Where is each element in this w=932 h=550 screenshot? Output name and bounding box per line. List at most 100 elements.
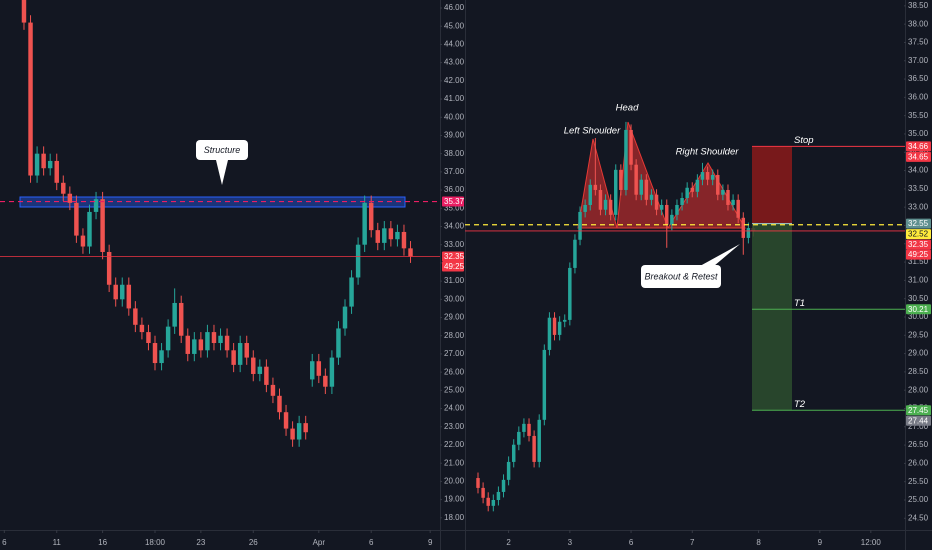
candle-body — [736, 199, 740, 218]
target-label: T1 — [794, 298, 805, 309]
candle-body — [41, 153, 46, 169]
candle-body — [21, 0, 27, 23]
x-tick-label: 3 — [568, 538, 573, 547]
y-tick-label: 21.00 — [444, 458, 465, 467]
y-tick-label: 34.00 — [444, 222, 465, 231]
candle-body — [355, 244, 361, 278]
candle-body — [264, 366, 269, 385]
y-tick-label: 30.00 — [908, 312, 929, 321]
candle-body — [665, 204, 669, 225]
y-tick-label: 38.00 — [908, 19, 929, 28]
y-tick-label: 20.00 — [444, 476, 465, 485]
y-tick-label: 25.00 — [444, 385, 465, 394]
x-tick-label: Apr — [313, 538, 326, 547]
y-tick-label: 24.00 — [444, 404, 465, 413]
candle-body — [562, 319, 567, 322]
candle-body — [527, 423, 531, 436]
y-tick-label: 30.50 — [908, 294, 929, 303]
y-tick-label: 35.00 — [444, 203, 465, 212]
candle-body — [211, 332, 217, 344]
candle-body — [705, 172, 710, 180]
candle-body — [654, 194, 659, 210]
candle-body — [731, 199, 735, 205]
candle-body — [537, 419, 541, 462]
price-tag-label: 32.55 — [908, 219, 929, 228]
candle-body — [349, 277, 354, 307]
candle-body — [496, 491, 501, 500]
candle-body — [198, 339, 204, 351]
y-tick-label: 33.50 — [908, 184, 929, 193]
candle-body — [100, 199, 105, 252]
y-tick-label: 36.00 — [908, 92, 929, 101]
y-tick-label: 43.00 — [444, 58, 465, 67]
candle-body — [670, 214, 674, 225]
y-tick-label: 31.00 — [444, 276, 465, 285]
y-tick-label: 22.00 — [444, 440, 465, 449]
x-tick-label: 7 — [690, 538, 695, 547]
candle-body — [382, 228, 387, 243]
y-tick-label: 46.00 — [444, 3, 465, 12]
candle-body — [578, 211, 582, 240]
y-tick-label: 25.50 — [908, 477, 929, 486]
y-tick-label: 27.00 — [908, 422, 929, 431]
candle-body — [388, 228, 394, 240]
y-tick-label: 28.50 — [908, 367, 929, 376]
candle-body — [588, 184, 592, 205]
candle-body — [603, 199, 608, 210]
candle-body — [542, 349, 547, 420]
candle-body — [639, 179, 643, 195]
candle-body — [54, 160, 59, 183]
candle-body — [675, 204, 679, 215]
price-tag — [442, 196, 464, 207]
x-tick-label: 6 — [2, 538, 7, 547]
candle-body — [224, 335, 230, 351]
price-tag-label: 49:25 — [908, 250, 929, 259]
candle-body — [568, 267, 572, 320]
candle-body — [87, 211, 92, 247]
y-tick-label: 38.50 — [908, 1, 929, 10]
y-tick-label: 26.00 — [908, 458, 929, 467]
price-tag-label: 35.37 — [444, 197, 465, 206]
y-tick-label: 19.00 — [444, 495, 465, 504]
y-tick-label: 30.00 — [444, 294, 465, 303]
y-tick-label: 26.50 — [908, 440, 929, 449]
y-tick-label: 33.00 — [908, 202, 929, 211]
candle-body — [710, 174, 715, 180]
candle-body — [401, 231, 407, 249]
x-tick-label: 6 — [629, 538, 634, 547]
candle-body — [165, 326, 171, 351]
stop-zone — [752, 146, 792, 224]
price-tag — [906, 141, 931, 152]
y-tick-label: 28.00 — [908, 385, 929, 394]
y-tick-label: 44.00 — [444, 40, 465, 49]
price-tag-label: 32.35 — [444, 252, 465, 261]
candle-body — [185, 335, 190, 354]
candle-body — [583, 204, 587, 212]
candle-body — [476, 478, 480, 488]
price-tag — [906, 239, 931, 250]
y-tick-label: 18.00 — [444, 513, 465, 522]
price-tag — [906, 415, 931, 426]
x-tick-label: 9 — [428, 538, 433, 547]
candle-body — [106, 251, 112, 285]
y-tick-label: 24.50 — [908, 513, 929, 522]
right-panel — [476, 121, 756, 512]
x-tick-label: 6 — [369, 538, 374, 547]
candle-body — [395, 231, 400, 240]
price-tag — [906, 229, 931, 240]
candle-body — [629, 129, 633, 165]
candle-body — [532, 435, 536, 462]
y-tick-label: 40.00 — [444, 112, 465, 121]
y-tick-label: 36.00 — [444, 185, 465, 194]
candle-body — [133, 308, 138, 325]
candle-body — [721, 189, 725, 195]
candle-body — [113, 284, 118, 300]
candle-body — [205, 332, 210, 351]
candle-body — [695, 179, 700, 192]
pattern-label: Right Shoulder — [676, 147, 740, 158]
callout-box — [641, 265, 721, 288]
y-tick-label: 34.50 — [908, 147, 929, 156]
candle-body — [218, 335, 223, 344]
candle-body — [251, 357, 256, 374]
candle-body — [152, 343, 158, 364]
